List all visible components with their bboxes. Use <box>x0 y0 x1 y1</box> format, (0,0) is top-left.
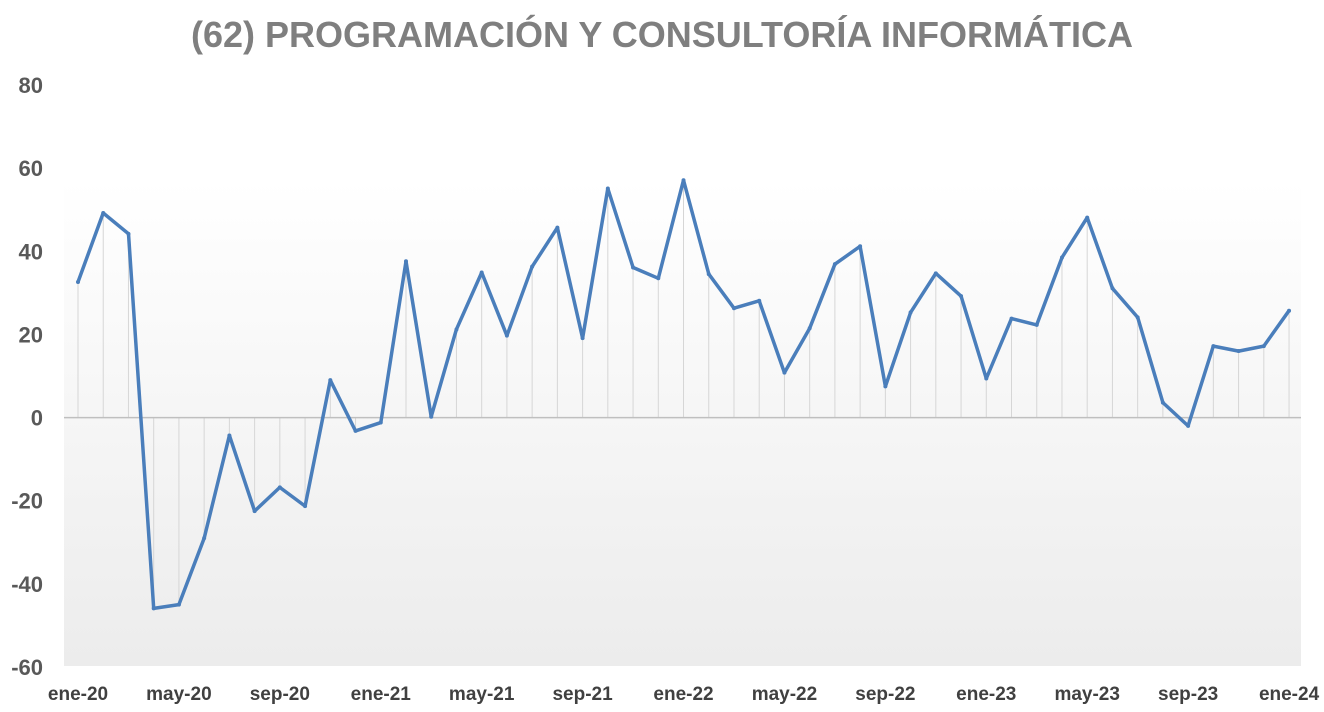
data-point-mar-20 <box>126 231 131 236</box>
data-points <box>76 178 1292 611</box>
x-tick-label: may-20 <box>146 684 212 705</box>
data-point-ene-23 <box>984 376 989 381</box>
data-point-jun-22 <box>807 326 812 331</box>
data-point-jul-23 <box>1135 315 1140 320</box>
y-tick-label: 80 <box>19 73 43 98</box>
y-tick-label: -40 <box>11 572 43 597</box>
x-tick-label: ene-21 <box>351 684 412 705</box>
x-tick-label: sep-22 <box>855 684 915 705</box>
data-point-may-22 <box>782 370 787 375</box>
data-point-dic-22 <box>959 294 964 299</box>
data-point-jun-20 <box>202 536 207 541</box>
x-tick-label: ene-24 <box>1259 684 1320 705</box>
data-point-ene-20 <box>76 280 80 285</box>
x-tick-label: ene-22 <box>653 684 713 705</box>
data-point-ago-20 <box>252 509 257 514</box>
data-point-mar-21 <box>429 414 434 419</box>
data-point-oct-22 <box>908 310 913 315</box>
data-point-jun-23 <box>1110 286 1115 291</box>
x-tick-label: ene-23 <box>956 684 1016 705</box>
data-point-dic-20 <box>353 428 358 433</box>
data-point-oct-21 <box>605 186 610 191</box>
data-point-abr-20 <box>151 606 156 611</box>
x-axis: ene-20 may-20 sep-20 ene-21 may-21 sep-21 ene-… <box>48 684 1320 705</box>
x-tick-label: sep-23 <box>1158 684 1218 705</box>
x-tick-label: sep-20 <box>250 684 310 705</box>
data-point-jul-20 <box>227 433 232 438</box>
x-tick-label: may-22 <box>752 684 818 705</box>
data-point-ago-23 <box>1160 400 1165 405</box>
data-point-sep-20 <box>277 485 282 490</box>
data-point-sep-21 <box>580 336 585 341</box>
data-point-abr-21 <box>454 327 459 332</box>
data-point-jul-22 <box>832 262 837 267</box>
data-point-jul-21 <box>530 264 535 269</box>
data-point-mar-22 <box>731 306 736 311</box>
data-point-dic-23 <box>1261 344 1266 349</box>
drop-lines <box>77 180 1290 609</box>
data-point-jun-21 <box>504 333 509 338</box>
data-point-ago-22 <box>858 244 863 249</box>
y-tick-label: 40 <box>19 239 43 264</box>
x-tick-label: may-23 <box>1054 684 1120 705</box>
data-point-oct-23 <box>1211 344 1216 349</box>
data-point-may-21 <box>479 270 484 275</box>
data-point-feb-20 <box>101 211 106 216</box>
y-tick-label: 0 <box>31 406 43 431</box>
data-point-ene-24 <box>1287 308 1292 313</box>
data-point-ene-21 <box>378 420 383 425</box>
chart-title: (62) PROGRAMACIÓN Y CONSULTORÍA INFORMÁT… <box>190 14 1134 55</box>
data-point-feb-23 <box>1009 316 1014 321</box>
data-point-mar-23 <box>1034 322 1039 327</box>
data-point-nov-22 <box>933 271 938 276</box>
data-point-sep-22 <box>883 384 888 389</box>
y-tick-label: 60 <box>19 156 43 181</box>
plot-background <box>64 180 1301 666</box>
x-tick-label: may-21 <box>449 684 515 705</box>
x-tick-label: ene-20 <box>48 684 108 705</box>
data-point-dic-21 <box>656 276 661 281</box>
data-point-sep-23 <box>1186 423 1191 428</box>
data-point-ene-22 <box>681 178 686 183</box>
data-point-abr-23 <box>1059 255 1064 260</box>
data-point-nov-23 <box>1236 349 1241 354</box>
data-point-feb-22 <box>706 272 711 277</box>
y-axis: 80 60 40 20 0 -20 -40 -60 <box>11 73 43 680</box>
data-point-nov-21 <box>631 265 636 270</box>
data-point-oct-20 <box>303 504 308 509</box>
data-point-nov-20 <box>328 378 333 383</box>
data-point-may-20 <box>176 602 181 607</box>
data-point-ago-21 <box>555 225 560 230</box>
data-point-abr-22 <box>757 298 762 303</box>
data-point-feb-21 <box>403 259 408 264</box>
data-point-may-23 <box>1085 215 1090 220</box>
y-tick-label: 20 <box>19 322 43 347</box>
y-tick-label: -60 <box>11 655 43 680</box>
y-tick-label: -20 <box>11 489 43 514</box>
x-tick-label: sep-21 <box>552 684 613 705</box>
